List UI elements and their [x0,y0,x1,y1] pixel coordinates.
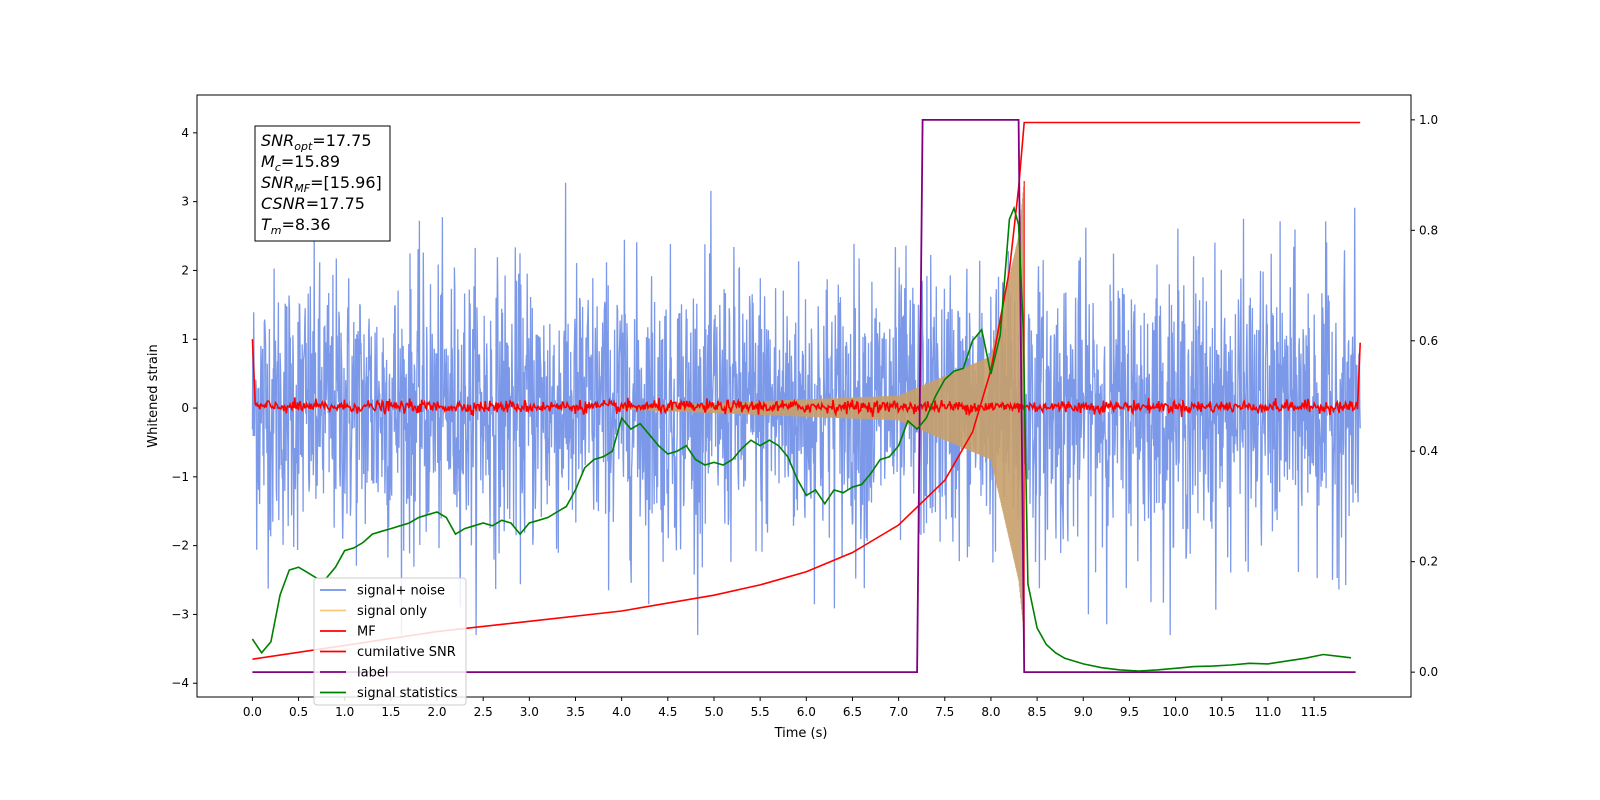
annotation-symbol: SNR [261,131,294,150]
annotation-line: SNRopt=17.75 [261,131,372,153]
x-tick-label: 6.5 [843,705,862,719]
series-layer [251,119,1361,673]
annotation-subscript: MF [294,182,310,195]
x-tick-label: 7.5 [935,705,954,719]
x-tick-label: 4.0 [612,705,631,719]
annotation-symbol: SNR [261,173,294,192]
series-signal-statistics [251,205,1352,672]
y2-tick-label: 0.6 [1419,334,1438,348]
y2-tick-label: 0.8 [1419,223,1438,237]
x-tick-label: 11.5 [1301,705,1328,719]
legend-entry: MF [357,625,376,640]
series-signal-noise [251,182,1361,636]
y-tick-label: 1 [181,332,189,346]
x-tick-label: 2.5 [474,705,493,719]
annotation-subscript: m [271,224,282,237]
legend-entry: cumilative SNR [357,645,456,660]
x-tick-label: 3.0 [520,705,539,719]
stats-annotation-box: SNRopt=17.75Mc=15.89SNRMF=[15.96]CSNR=17… [254,125,391,242]
annotation-subscript: opt [294,140,313,153]
legend-frame [313,577,467,706]
legend: signal+ noise signal only MF cumilative SNR… [313,577,467,706]
y-axis-label: Whitened strain [146,344,161,447]
annotation-value: =8.36 [282,215,331,234]
x-tick-label: 2.0 [427,705,446,719]
x-tick-label: 6.0 [797,705,816,719]
y-tick-label: 4 [181,126,189,140]
y-tick-label: −1 [171,470,189,484]
annotation-line: Tm=8.36 [261,215,331,237]
x-tick-label: 9.0 [1074,705,1093,719]
y2-tick-label: 0.2 [1419,555,1438,569]
y-tick-label: −3 [171,607,189,621]
annotation-frame [254,125,391,242]
annotation-line: SNRMF=[15.96] [261,173,382,195]
x-tick-label: 10.0 [1162,705,1189,719]
series-mf [251,339,1361,418]
x-tick-label: 10.5 [1208,705,1235,719]
legend-entry: signal+ noise [357,584,445,599]
annotation-symbol: CSNR [261,194,306,213]
y-axis-left: −4 −3 −2 −1 0 1 2 3 4 [171,126,197,690]
annotation-value: =17.75 [306,194,365,213]
series-signal-only [621,180,1025,633]
y2-tick-label: 0.0 [1419,665,1438,679]
x-axis: 0.0 0.5 1.0 1.5 2.0 2.5 3.0 3.5 4.0 4.5 5.0 5.5 6.0 6… [243,697,1328,719]
legend-entry: signal only [357,604,427,619]
legend-entry: label [357,666,388,681]
x-tick-label: 7.0 [889,705,908,719]
x-tick-label: 0.5 [289,705,308,719]
y-tick-label: 3 [181,195,189,209]
x-tick-label: 5.5 [751,705,770,719]
annotation-symbol: M [261,152,275,171]
x-tick-label: 1.0 [335,705,354,719]
x-tick-label: 8.0 [981,705,1000,719]
y-tick-label: −2 [171,539,189,553]
y-axis-right: 0.0 0.2 0.4 0.6 0.8 1.0 [1411,113,1438,679]
annotation-value: =17.75 [312,131,371,150]
x-tick-label: 9.5 [1120,705,1139,719]
x-tick-label: 3.5 [566,705,585,719]
plot-frame [196,94,1412,698]
y2-tick-label: 0.4 [1419,444,1438,458]
x-tick-label: 1.5 [381,705,400,719]
x-axis-label: Time (s) [774,726,828,741]
annotation-symbol: T [261,215,272,234]
x-tick-label: 0.0 [243,705,262,719]
series-label [252,119,1356,673]
x-tick-label: 8.5 [1028,705,1047,719]
annotation-line: Mc=15.89 [261,152,340,174]
annotation-subscript: c [275,161,281,174]
x-tick-label: 4.5 [658,705,677,719]
y2-tick-label: 1.0 [1419,113,1438,127]
x-tick-label: 11.0 [1255,705,1282,719]
x-tick-label: 5.0 [704,705,723,719]
annotation-value: =[15.96] [310,173,382,192]
y-tick-label: 2 [181,263,189,277]
annotation-value: =15.89 [281,152,340,171]
legend-entry: signal statistics [357,686,458,701]
y-tick-label: −4 [171,676,189,690]
annotation-line: CSNR=17.75 [261,194,365,213]
y-tick-label: 0 [181,401,189,415]
